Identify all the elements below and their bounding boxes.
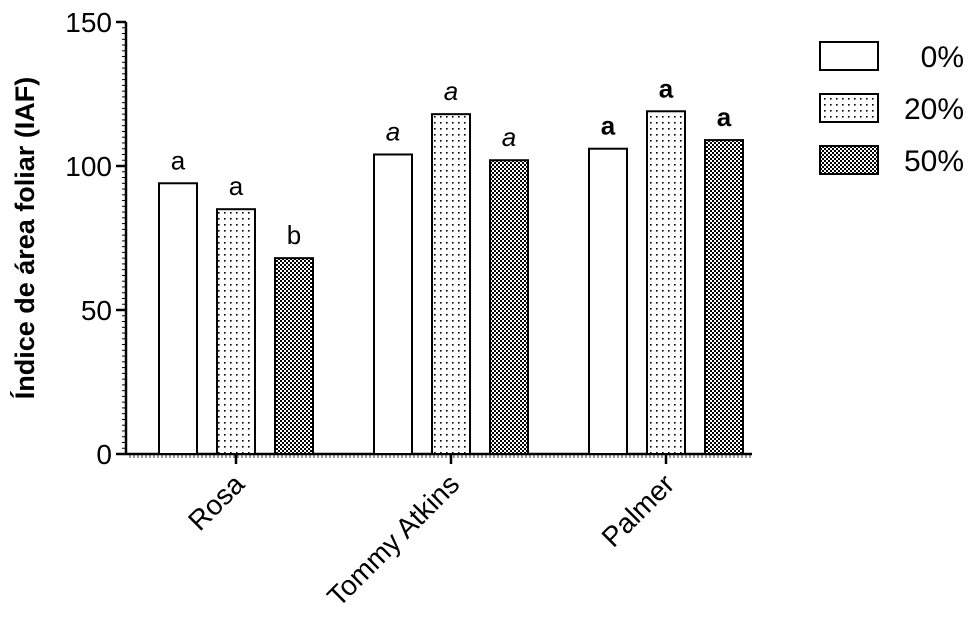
- legend-label: 20%: [904, 93, 964, 126]
- significance-letter: a: [659, 73, 674, 103]
- bar: [373, 153, 413, 455]
- significance-letter: a: [502, 122, 516, 152]
- significance-letter: a: [601, 111, 616, 141]
- y-tick-label: 100: [65, 151, 112, 182]
- significance-letter: b: [287, 220, 301, 250]
- bar: [588, 147, 628, 455]
- legend: 0% 20% 50%: [819, 41, 964, 178]
- legend-label: 50%: [904, 145, 964, 178]
- significance-letters: a a b a a a a a a: [171, 73, 732, 250]
- bar: [646, 110, 686, 455]
- bar: [704, 139, 744, 456]
- bars: [158, 110, 744, 456]
- significance-letter: a: [444, 76, 458, 106]
- legend-swatch: [819, 145, 879, 175]
- bar: [216, 208, 256, 455]
- bar: [158, 182, 198, 455]
- y-axis-title: Índice de área foliar (IAF): [9, 77, 40, 400]
- x-category-label: Tommy Atkins: [321, 468, 465, 612]
- legend-swatch: [819, 41, 879, 71]
- y-tick-label: 50: [81, 295, 112, 326]
- bar: [431, 113, 471, 455]
- legend-swatch: [819, 93, 879, 123]
- significance-letter: a: [386, 116, 400, 146]
- legend-label: 0%: [921, 41, 964, 74]
- significance-letter: a: [229, 171, 244, 201]
- x-category-label: Palmer: [596, 468, 681, 553]
- y-tick-label: 150: [65, 7, 112, 38]
- x-category-label: Rosa: [182, 468, 250, 536]
- significance-letter: a: [171, 145, 186, 175]
- bar: [274, 257, 314, 455]
- y-tick-label: 0: [96, 439, 112, 470]
- significance-letter: a: [717, 102, 732, 132]
- bar: [489, 159, 529, 456]
